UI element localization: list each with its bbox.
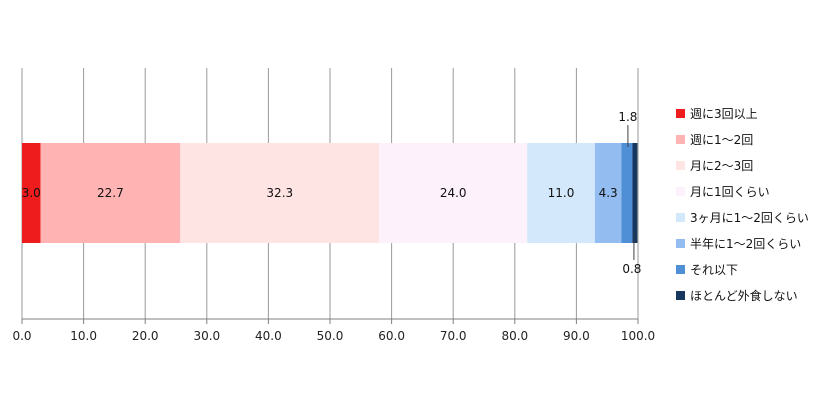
x-tick-label: 20.0 [132, 329, 159, 343]
x-tick-label: 30.0 [193, 329, 220, 343]
legend: 週に3回以上 週に1～2回 月に2～3回月に1回くらい 3ヶ月に1～2回くらい 半年に1… [676, 100, 824, 309]
legend-item: 3ヶ月に1～2回くらい [676, 204, 824, 230]
x-tick-label: 80.0 [501, 329, 528, 343]
legend-item: 月に1回くらい [676, 178, 824, 204]
data-label: 1.8 [618, 110, 637, 124]
data-label: 3.0 [22, 186, 41, 200]
legend-swatch [676, 212, 685, 222]
data-label: 11.0 [548, 186, 575, 200]
data-label: 0.8 [622, 262, 641, 276]
data-label: 24.0 [440, 186, 467, 200]
bar-segment [22, 143, 41, 243]
bar-segment [180, 143, 380, 243]
legend-label: 週に1～2回 [690, 132, 754, 147]
x-tick-label: 100.0 [621, 329, 655, 343]
legend-label: 3ヶ月に1～2回くらい [690, 210, 809, 225]
legend-label: 月に1回くらい [690, 184, 770, 199]
legend-swatch [676, 134, 685, 144]
x-tick-label: 90.0 [563, 329, 590, 343]
legend-item: 半年に1～2回くらい [676, 230, 824, 256]
legend-item: それ以下 [676, 257, 824, 283]
bar-segment [632, 143, 638, 243]
legend-item: ほとんど外食しない [676, 283, 824, 309]
x-tick-label: 0.0 [12, 329, 31, 343]
legend-item: 月に2～3回 [676, 152, 824, 178]
legend-item: 週に3回以上 [676, 100, 824, 126]
data-label: 22.7 [97, 186, 124, 200]
stacked-bar [22, 143, 638, 243]
legend-label: 週に3回以上 [690, 106, 758, 121]
bar-segment [621, 143, 633, 243]
x-tick-label: 70.0 [440, 329, 467, 343]
x-axis: 0.0 10.0 20.0 30.0 40.0 50.0 60.0 70.0 80.0 90.0 1… [12, 318, 655, 343]
bar-segment [527, 143, 595, 243]
legend-label: 月に2～3回 [690, 158, 754, 173]
legend-label: ほとんど外食しない [690, 289, 798, 304]
legend-swatch [676, 239, 685, 249]
legend-swatch [676, 108, 685, 118]
bar-segment [40, 143, 181, 243]
legend-label: 半年に1～2回くらい [690, 237, 802, 252]
bar-segment [379, 143, 528, 243]
data-labels: 3.0 22.7 32.3 24.0 11.0 4.3 1.8 0.8 [22, 110, 642, 276]
legend-swatch [676, 291, 685, 301]
legend-item: 週に1～2回 [676, 126, 824, 152]
legend-swatch [676, 186, 685, 196]
x-tick-label: 10.0 [70, 329, 97, 343]
x-tick-label: 60.0 [378, 329, 405, 343]
legend-label: それ以下 [690, 263, 739, 278]
x-tick-label: 50.0 [317, 329, 344, 343]
legend-swatch [676, 160, 685, 170]
data-label: 4.3 [599, 186, 618, 200]
legend-swatch [676, 265, 685, 275]
bar-segment [594, 143, 622, 243]
data-label: 32.3 [266, 186, 293, 200]
x-tick-label: 40.0 [255, 329, 282, 343]
